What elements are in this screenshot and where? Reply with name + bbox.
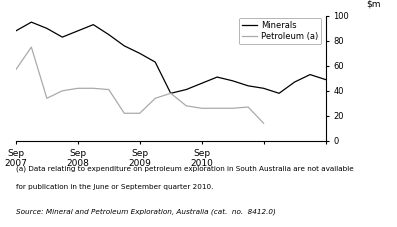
Minerals [215, 76, 220, 78]
Minerals [60, 36, 65, 38]
Line: Petroleum (a): Petroleum (a) [16, 47, 264, 123]
Petroleum (a) [168, 92, 173, 95]
Minerals [261, 87, 266, 90]
Petroleum (a) [75, 87, 80, 90]
Minerals [184, 88, 189, 91]
Minerals [29, 21, 34, 23]
Petroleum (a) [13, 68, 18, 71]
Minerals [246, 84, 251, 87]
Petroleum (a) [106, 88, 111, 91]
Line: Minerals: Minerals [16, 22, 326, 93]
Petroleum (a) [122, 112, 127, 115]
Text: Source: Mineral and Petroleum Exploration, Australia (cat.  no.  8412.0): Source: Mineral and Petroleum Exploratio… [16, 209, 276, 215]
Minerals [199, 82, 204, 85]
Petroleum (a) [199, 107, 204, 110]
Minerals [277, 92, 281, 95]
Minerals [230, 79, 235, 82]
Minerals [44, 27, 49, 30]
Petroleum (a) [230, 107, 235, 110]
Petroleum (a) [153, 97, 158, 100]
Petroleum (a) [246, 106, 251, 108]
Text: (a) Data relating to expenditure on petroleum exploration in South Australia are: (a) Data relating to expenditure on petr… [16, 166, 354, 172]
Petroleum (a) [44, 97, 49, 100]
Text: for publication in the June or September quarter 2010.: for publication in the June or September… [16, 184, 213, 190]
Petroleum (a) [215, 107, 220, 110]
Minerals [292, 81, 297, 83]
Petroleum (a) [184, 104, 189, 107]
Minerals [13, 30, 18, 32]
Petroleum (a) [261, 122, 266, 125]
Minerals [168, 92, 173, 95]
Petroleum (a) [137, 112, 142, 115]
Legend: Minerals, Petroleum (a): Minerals, Petroleum (a) [239, 17, 322, 44]
Petroleum (a) [60, 89, 65, 92]
Minerals [308, 73, 312, 76]
Petroleum (a) [91, 87, 96, 90]
Text: $m: $m [366, 0, 380, 8]
Minerals [106, 33, 111, 36]
Minerals [137, 52, 142, 55]
Minerals [75, 30, 80, 32]
Minerals [122, 44, 127, 47]
Petroleum (a) [29, 46, 34, 48]
Minerals [91, 23, 96, 26]
Minerals [323, 78, 328, 81]
Minerals [153, 61, 158, 63]
